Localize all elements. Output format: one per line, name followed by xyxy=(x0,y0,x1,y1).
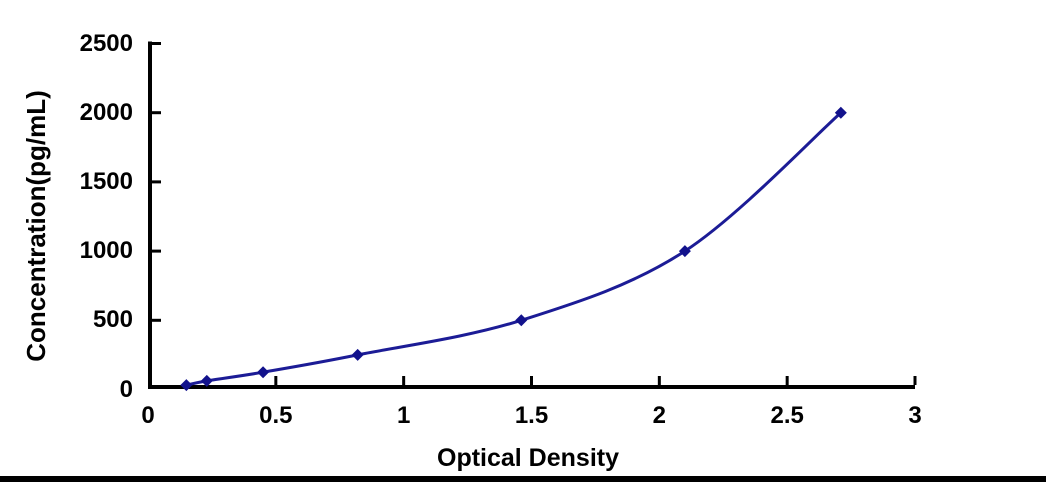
data-point-marker xyxy=(678,245,691,258)
bottom-border-bar xyxy=(0,476,1046,482)
data-point-marker xyxy=(180,379,193,392)
data-point-marker xyxy=(834,106,847,119)
data-point-marker xyxy=(257,366,270,379)
data-point-marker xyxy=(351,348,364,361)
standard-curve-line xyxy=(184,111,843,387)
data-point-marker xyxy=(515,314,528,327)
data-point-marker xyxy=(200,374,213,387)
